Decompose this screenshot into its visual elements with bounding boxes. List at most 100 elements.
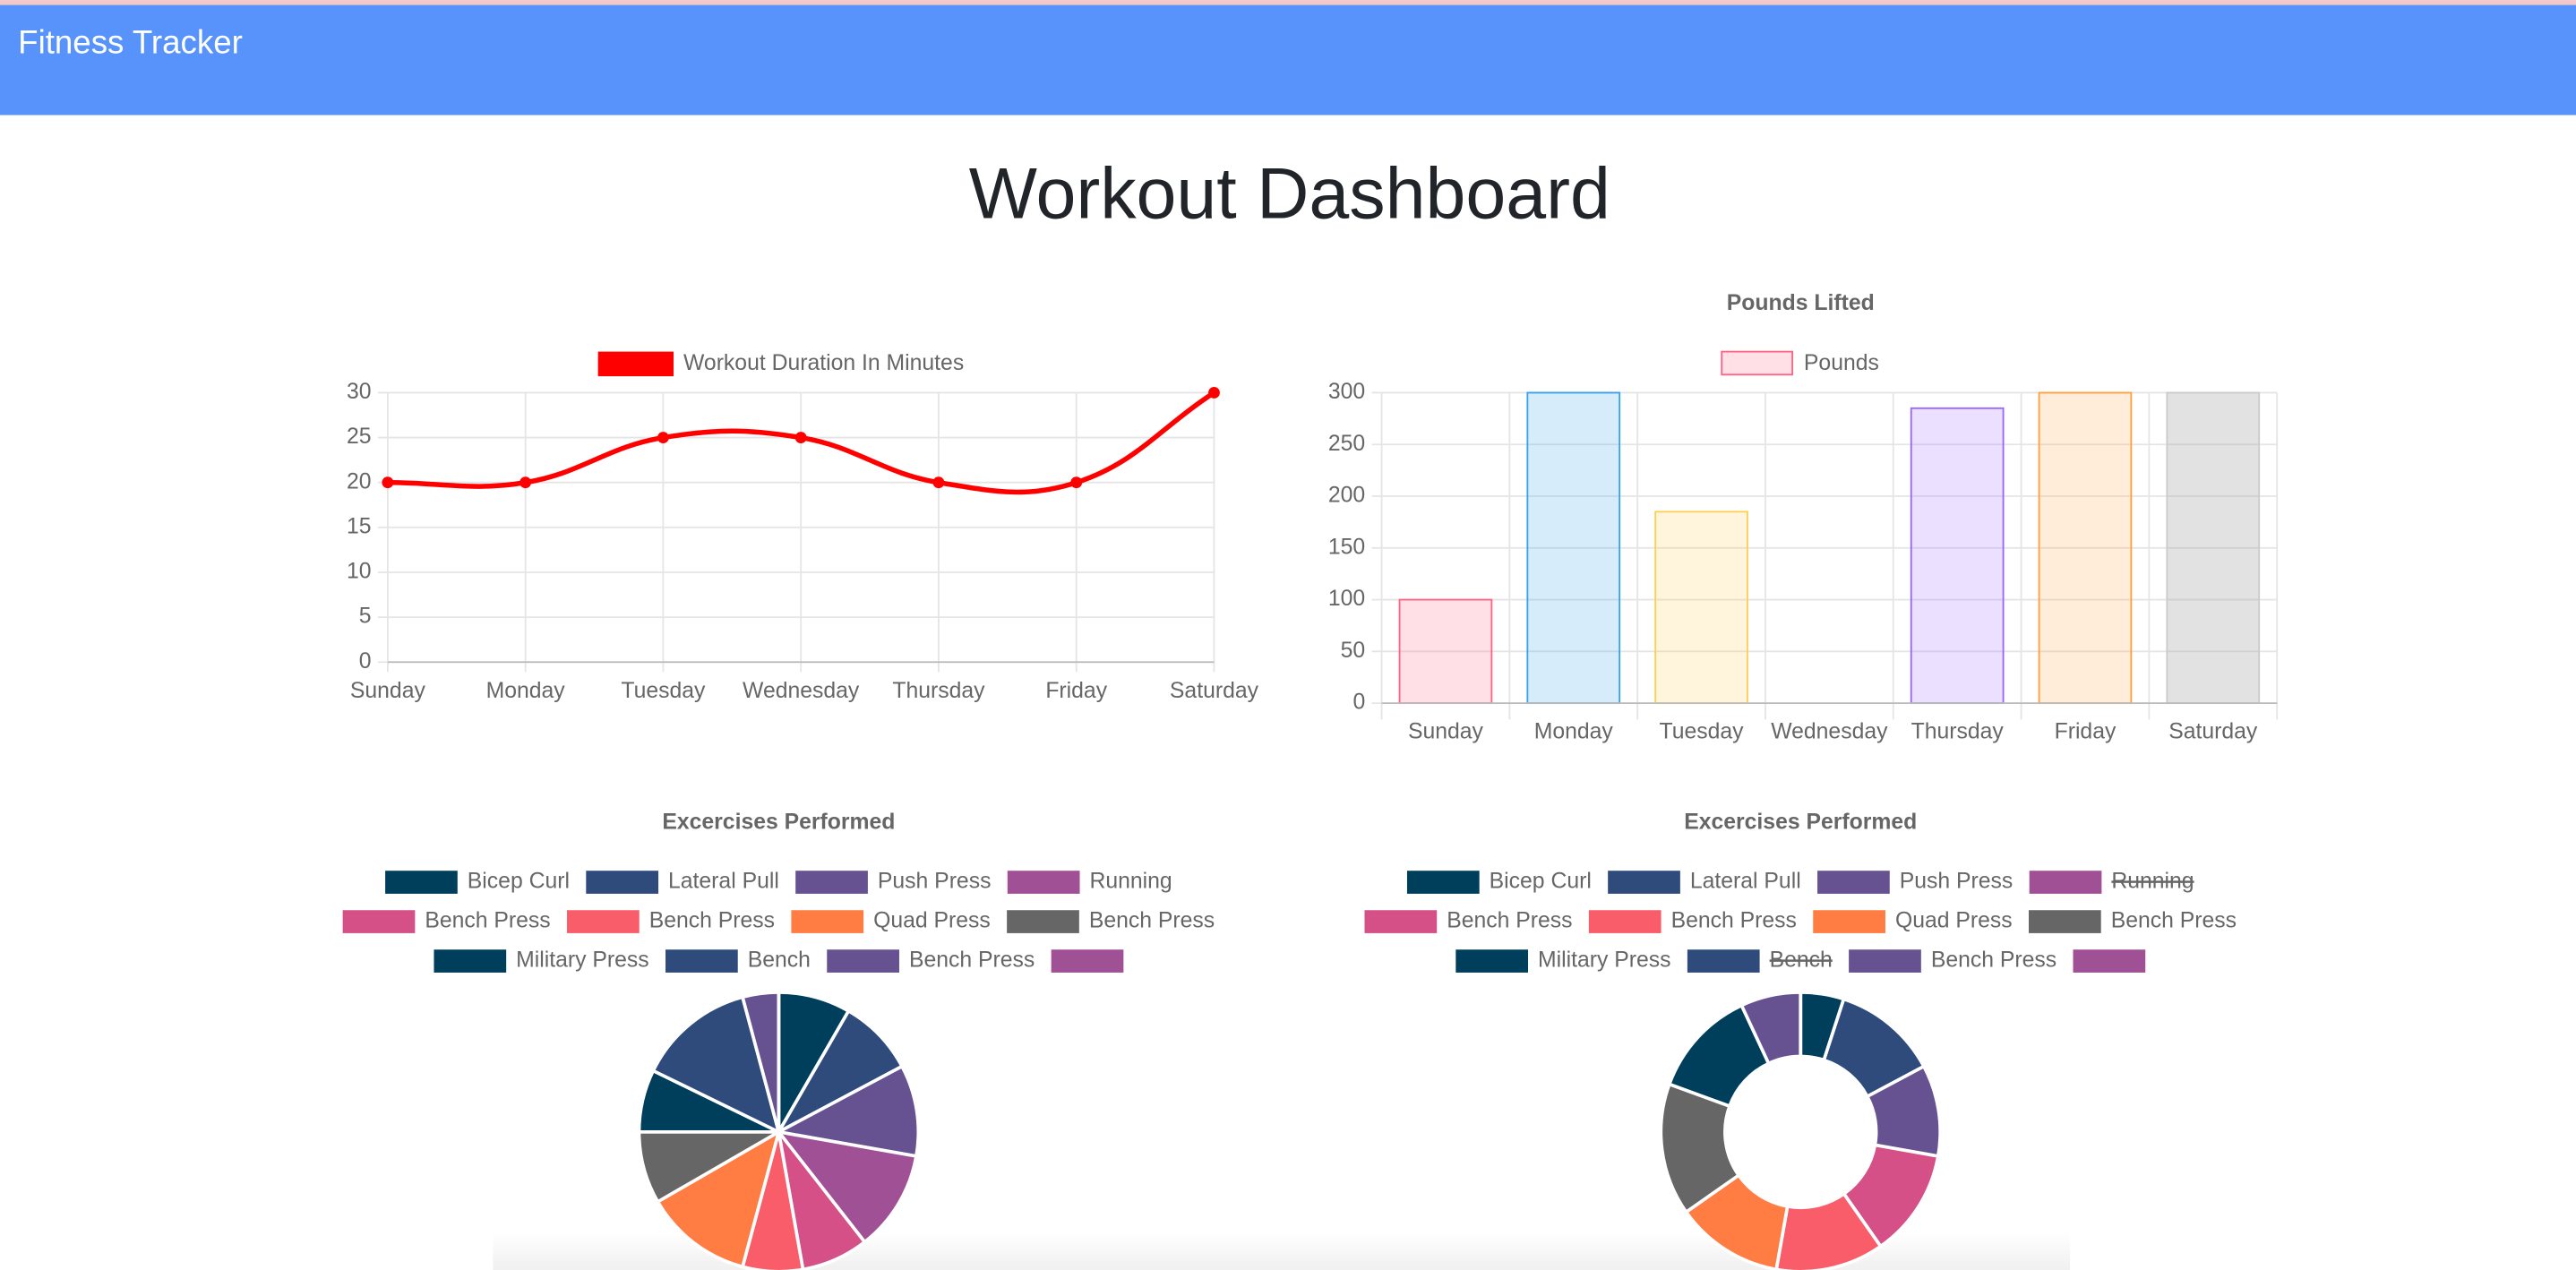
x-tick-label: Tuesday	[621, 679, 706, 703]
chart-title: Pounds Lifted	[1727, 291, 1875, 315]
x-tick-label: Thursday	[892, 679, 985, 703]
legend-swatch	[2029, 871, 2102, 894]
bar	[1398, 598, 1493, 705]
line-point	[1070, 476, 1083, 489]
legend-swatch	[1051, 949, 1124, 973]
y-tick-label: 0	[359, 649, 372, 674]
chart-title: Excercises Performed	[662, 811, 895, 835]
top-strip	[0, 0, 2576, 5]
legend-label: Bench Press	[1089, 909, 1215, 933]
legend-swatch	[434, 949, 507, 973]
legend-label: Push Press	[1900, 870, 2014, 894]
x-tick-label: Saturday	[2168, 720, 2258, 744]
legend-label: Bench Press	[425, 909, 550, 933]
y-tick-label: 200	[1328, 484, 1365, 508]
legend-swatch	[567, 910, 640, 933]
legend-swatch	[1849, 949, 1921, 973]
legend-swatch	[1608, 871, 1680, 894]
bar	[2166, 391, 2261, 705]
x-tick-label: Sunday	[350, 679, 426, 703]
y-tick-label: 10	[347, 560, 372, 584]
legend-label: Running	[2111, 870, 2194, 894]
y-tick-label: 100	[1328, 587, 1365, 611]
pie-slice	[650, 994, 782, 1136]
navbar	[0, 4, 2576, 116]
legend-label: Bench Press	[909, 948, 1035, 973]
y-tick-label: 150	[1328, 535, 1365, 559]
x-tick-label: Wednesday	[743, 679, 860, 703]
line-point	[382, 476, 394, 489]
page-heading: Workout Dashboard	[969, 153, 1610, 234]
legend-label: Lateral Pull	[1690, 870, 1801, 894]
x-tick-label: Tuesday	[1660, 720, 1745, 744]
bar	[2038, 391, 2133, 705]
legend-swatch	[385, 871, 458, 894]
bar	[1526, 391, 1621, 705]
brand[interactable]: Fitness Tracker	[18, 23, 243, 60]
y-tick-label: 25	[347, 425, 372, 449]
legend-swatch	[1406, 871, 1480, 894]
legend-swatch	[1007, 910, 1079, 933]
pie-slice	[655, 1128, 782, 1269]
y-tick-label: 20	[347, 469, 372, 493]
y-tick-label: 15	[347, 514, 372, 538]
legend-label: Military Press	[1538, 948, 1671, 973]
legend-swatch	[1721, 350, 1794, 376]
legend-label: Running	[1090, 870, 1172, 894]
pie-slice	[775, 1129, 919, 1245]
x-tick-label: Saturday	[1170, 679, 1259, 703]
y-tick-label: 300	[1328, 380, 1365, 404]
x-tick-label: Thursday	[1911, 720, 2005, 744]
legend-swatch	[1588, 910, 1662, 933]
bar	[1910, 407, 2005, 705]
legend-label: Pounds	[1804, 351, 1879, 375]
legend-swatch	[1817, 871, 1890, 894]
x-tick-label: Friday	[2055, 720, 2117, 744]
legend-label: Bench Press	[2111, 909, 2237, 933]
legend-label: Bench Press	[649, 909, 775, 933]
legend-label: Bench Press	[1931, 948, 2057, 973]
x-tick-label: Monday	[486, 679, 566, 703]
legend-label: Bicep Curl	[468, 870, 570, 894]
legend-swatch	[1813, 910, 1885, 933]
legend-label: Lateral Pull	[668, 870, 779, 894]
chart-title: Excercises Performed	[1684, 811, 1917, 835]
legend-label: Quad Press	[1895, 909, 2013, 933]
bar	[1654, 511, 1748, 705]
legend-swatch	[342, 910, 416, 933]
line-point	[932, 476, 945, 489]
legend-label: Bench Press	[1447, 909, 1572, 933]
legend-label: Bench	[748, 948, 811, 973]
x-tick-label: Sunday	[1408, 720, 1484, 744]
legend-swatch	[791, 910, 864, 933]
legend-swatch	[827, 949, 899, 973]
legend-label: Push Press	[878, 870, 992, 894]
line-point	[1208, 387, 1220, 399]
x-tick-label: Friday	[1045, 679, 1107, 703]
y-tick-label: 50	[1341, 639, 1366, 663]
line-point	[519, 476, 532, 489]
legend-swatch	[1364, 910, 1438, 933]
x-tick-label: Wednesday	[1771, 720, 1888, 744]
y-tick-label: 5	[359, 605, 372, 629]
legend-swatch	[665, 949, 738, 973]
legend-label: Quad Press	[873, 909, 991, 933]
line-point	[794, 432, 807, 444]
y-tick-label: 30	[347, 380, 372, 404]
legend-label: Bicep Curl	[1490, 870, 1592, 894]
pie-slice	[773, 1064, 921, 1159]
y-tick-label: 0	[1352, 691, 1365, 715]
legend-swatch	[1687, 949, 1760, 973]
legend-swatch	[2028, 910, 2101, 933]
legend-swatch	[1007, 871, 1080, 894]
legend-label: Military Press	[516, 948, 649, 973]
legend-swatch	[597, 351, 674, 377]
y-tick-label: 250	[1328, 432, 1365, 456]
legend-label: Workout Duration In Minutes	[683, 351, 964, 375]
x-tick-label: Monday	[1534, 720, 1614, 744]
legend-swatch	[795, 871, 868, 894]
legend-label: Bench Press	[1671, 909, 1797, 933]
legend-swatch	[1455, 949, 1529, 973]
